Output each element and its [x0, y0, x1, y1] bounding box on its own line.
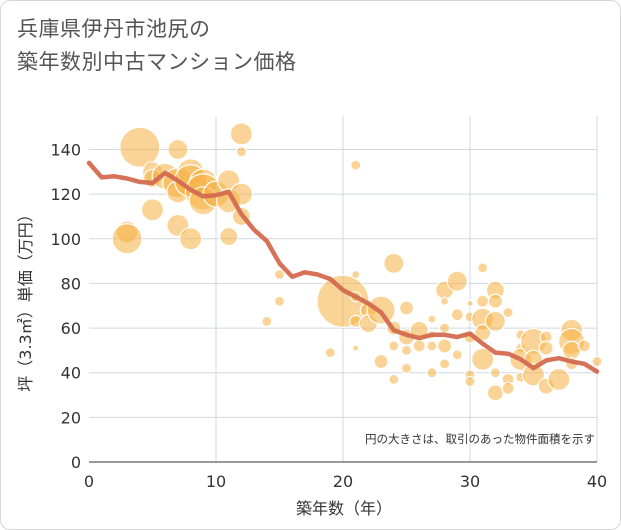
- data-bubble: [273, 295, 286, 307]
- data-bubble: [426, 340, 438, 352]
- y-tick-label: 120: [50, 185, 81, 204]
- data-bubble: [426, 367, 438, 379]
- chart-axes: 0 20 40 60 80 100 120 140 0 10 20 30 40: [50, 140, 607, 491]
- chart-title-line-2: 築年数別中古マンション価格: [17, 50, 297, 74]
- data-bubble: [474, 323, 492, 342]
- data-bubble: [111, 223, 143, 255]
- data-bubble: [383, 252, 405, 274]
- data-bubble: [477, 262, 489, 274]
- data-bubble: [350, 159, 362, 171]
- data-bubble: [450, 308, 464, 322]
- x-axis-label: 築年数（年）: [296, 499, 392, 518]
- y-tick-label: 40: [61, 364, 81, 383]
- average-price-line: [86, 160, 600, 374]
- data-bubble: [439, 322, 451, 334]
- chart-title-line-1: 兵庫県伊丹市池尻の: [17, 17, 211, 41]
- data-bubble: [439, 358, 451, 370]
- data-bubble: [373, 353, 389, 370]
- data-bubble: [446, 270, 468, 292]
- y-axis-label: 坪（3.3㎡）単価（万円）: [16, 206, 35, 391]
- y-tick-label: 0: [71, 453, 81, 472]
- data-bubble: [466, 299, 474, 308]
- data-bubble: [538, 340, 554, 356]
- data-bubble: [502, 306, 514, 319]
- y-tick-label: 140: [50, 140, 81, 159]
- data-bubble: [437, 338, 453, 354]
- data-bubble: [427, 314, 437, 324]
- data-bubble: [489, 367, 501, 379]
- data-bubble: [464, 376, 476, 388]
- data-bubble: [398, 300, 415, 316]
- data-bubble: [591, 355, 603, 368]
- x-tick-label: 40: [587, 472, 607, 491]
- data-bubble: [476, 294, 490, 308]
- data-bubble: [324, 347, 336, 359]
- y-tick-label: 60: [61, 319, 81, 338]
- data-bubble: [352, 344, 360, 352]
- x-tick-label: 20: [333, 472, 353, 491]
- y-tick-label: 20: [61, 408, 81, 427]
- data-bubble: [388, 373, 400, 386]
- data-bubble: [140, 198, 165, 222]
- data-bubble: [400, 344, 413, 356]
- x-tick-label: 30: [460, 472, 480, 491]
- data-bubble: [486, 384, 504, 402]
- data-bubble: [388, 340, 400, 352]
- data-bubble: [167, 138, 189, 161]
- data-bubble: [119, 126, 161, 168]
- data-bubble: [229, 122, 253, 146]
- data-bubble: [351, 269, 361, 280]
- data-bubble: [400, 362, 413, 374]
- trend-line-layer: [86, 160, 600, 374]
- data-bubble: [412, 339, 426, 353]
- bubble-layer: [111, 122, 603, 402]
- data-bubble: [521, 363, 546, 387]
- data-bubble: [440, 296, 450, 306]
- data-bubble: [577, 339, 591, 353]
- data-bubble: [547, 367, 571, 392]
- data-bubble: [501, 381, 515, 395]
- data-bubble: [235, 146, 247, 158]
- data-bubble: [179, 227, 203, 251]
- chart-title: 兵庫県伊丹市池尻の 築年数別中古マンション価格: [17, 13, 297, 79]
- data-bubble: [219, 226, 239, 247]
- data-bubble: [561, 340, 582, 360]
- y-tick-label: 100: [50, 230, 81, 249]
- data-bubble: [261, 315, 273, 327]
- chart-annotation: 円の大きさは、取引のあった物件面積を示す: [365, 432, 595, 446]
- data-bubble: [471, 347, 495, 371]
- data-bubble: [487, 293, 503, 309]
- data-bubble: [484, 310, 506, 332]
- data-bubble: [273, 268, 286, 281]
- x-tick-label: 10: [206, 472, 226, 491]
- y-tick-label: 80: [61, 274, 81, 293]
- data-bubble: [451, 349, 463, 361]
- x-tick-label: 0: [84, 472, 94, 491]
